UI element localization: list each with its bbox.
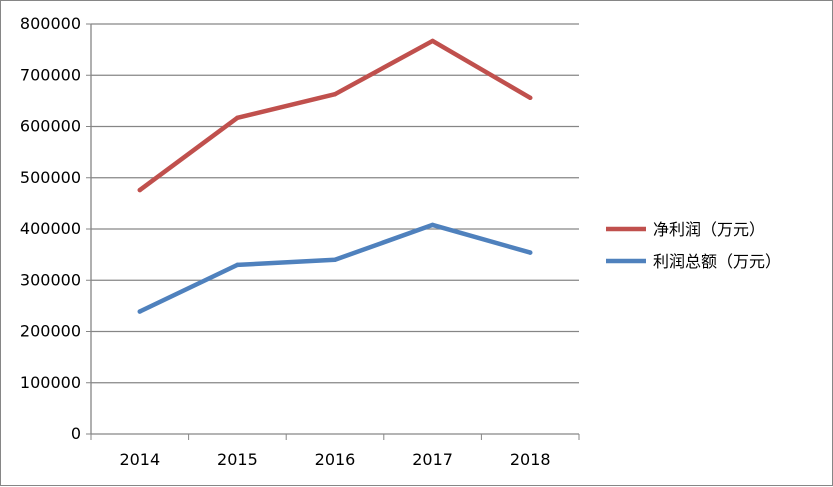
series-line-1 xyxy=(137,38,533,193)
legend-label-2: 利润总额（万元） xyxy=(653,252,781,271)
data-point xyxy=(332,257,338,262)
y-tick-label: 200000 xyxy=(20,322,81,341)
y-tick-label: 600000 xyxy=(20,117,81,136)
data-point xyxy=(430,38,435,44)
data-point xyxy=(137,309,142,314)
y-tick-label: 0 xyxy=(71,424,81,443)
data-point xyxy=(235,115,240,120)
series-lines xyxy=(137,38,533,314)
x-tick-label: 2015 xyxy=(217,450,258,469)
y-axis-tick-labels: 0 100000 200000 300000 400000 500000 600000 700… xyxy=(20,14,81,443)
x-tick-label: 2018 xyxy=(510,450,551,469)
data-point xyxy=(332,92,338,97)
data-point xyxy=(528,95,533,101)
series-line-2 xyxy=(137,222,533,314)
y-tick-label: 300000 xyxy=(20,270,81,289)
data-point xyxy=(235,262,240,268)
legend-label-1: 净利润（万元） xyxy=(653,220,765,239)
x-tick-label: 2017 xyxy=(412,450,453,469)
y-tick-label: 700000 xyxy=(20,65,81,84)
data-point xyxy=(528,250,533,255)
data-point xyxy=(137,187,142,193)
y-tick-label: 500000 xyxy=(20,168,81,187)
x-tick-label: 2014 xyxy=(119,450,160,469)
y-tick-label: 800000 xyxy=(20,14,81,33)
data-point xyxy=(430,222,435,228)
gridlines xyxy=(91,23,579,384)
y-tick-label: 100000 xyxy=(20,373,81,392)
legend: 净利润（万元） 利润总额（万元） xyxy=(606,220,781,271)
x-axis-tick-labels: 2014 2015 2016 2017 2018 xyxy=(119,450,550,469)
x-tick-label: 2016 xyxy=(315,450,356,469)
axes xyxy=(86,23,580,440)
y-tick-label: 400000 xyxy=(20,219,81,238)
